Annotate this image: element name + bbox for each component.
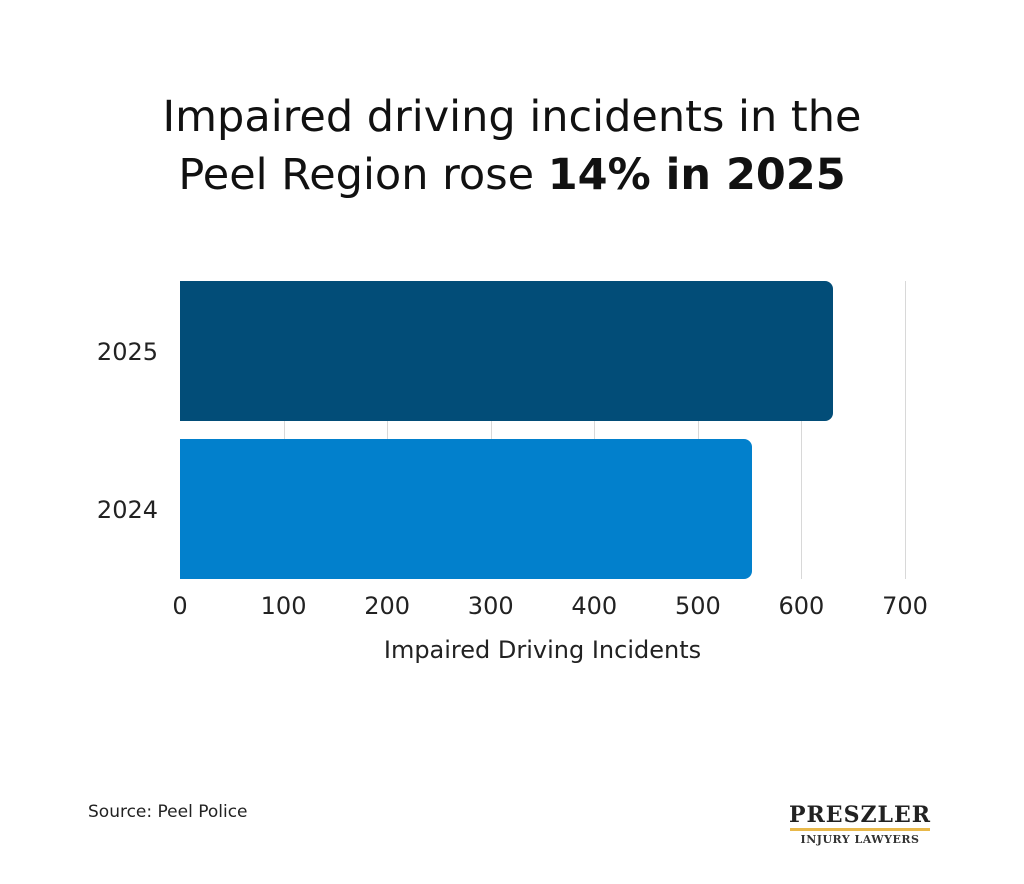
title-line-1: Impaired driving incidents in the <box>162 92 862 142</box>
x-tick-label: 600 <box>778 592 825 620</box>
x-tick-label: 100 <box>260 592 307 620</box>
gridline <box>283 281 285 579</box>
bar-2024 <box>180 439 752 579</box>
x-tick-label: 200 <box>364 592 411 620</box>
y-label-2025: 2025 <box>96 338 158 366</box>
x-tick-label: 300 <box>467 592 514 620</box>
gridline <box>490 281 492 579</box>
x-tick-label: 500 <box>674 592 721 620</box>
title-highlight: 14% in 2025 <box>547 150 846 200</box>
source-note: Source: Peel Police <box>88 802 248 822</box>
plot-area <box>180 281 906 579</box>
gridline <box>697 281 699 579</box>
gridline <box>387 281 389 579</box>
chart-title: Impaired driving incidents in the Peel R… <box>0 88 1024 204</box>
x-tick-label: 400 <box>571 592 618 620</box>
gridline <box>905 281 906 579</box>
logo-underline <box>790 828 930 831</box>
title-line-2: Peel Region rose 14% in 2025 <box>178 150 846 200</box>
gridline <box>594 281 596 579</box>
x-tick-label: 0 <box>172 592 188 620</box>
gridline <box>801 281 803 579</box>
x-tick-label: 700 <box>882 592 928 620</box>
x-axis-label: Impaired Driving Incidents <box>383 636 702 664</box>
preszler-logo: PRESZLER INJURY LAWYERS <box>786 803 934 846</box>
logo-name: PRESZLER <box>788 802 932 828</box>
logo-subtitle: INJURY LAWYERS <box>800 833 920 846</box>
bar-2025 <box>180 281 833 421</box>
y-label-2024: 2024 <box>96 496 158 524</box>
